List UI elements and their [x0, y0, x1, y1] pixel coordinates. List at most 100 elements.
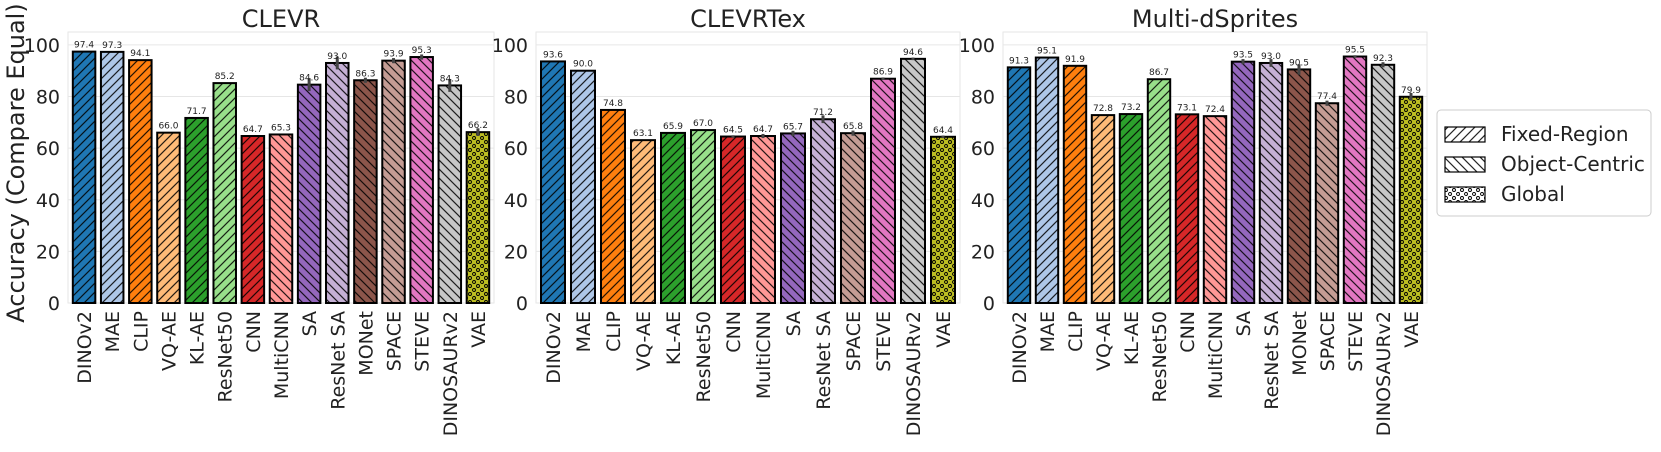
bar-hatch [156, 131, 181, 304]
legend-frame [1436, 109, 1652, 217]
value-label: 93.0 [327, 52, 347, 62]
value-label: 64.4 [933, 126, 953, 136]
bar-hatch [900, 57, 926, 304]
bar-group: 65.8 [840, 122, 866, 304]
value-label: 93.0 [1261, 52, 1281, 62]
value-label: 94.1 [130, 49, 150, 59]
value-label: 97.3 [102, 41, 122, 51]
bar-hatch [1286, 68, 1312, 304]
value-label: 64.7 [753, 125, 773, 135]
bar-group: 92.3 [1370, 54, 1396, 304]
bar-hatch [1034, 56, 1060, 305]
bar-hatch [71, 50, 97, 305]
bar-hatch [600, 108, 626, 304]
bar-group: 97.3 [99, 41, 125, 304]
y-tick-label: 40 [504, 190, 528, 212]
bar-group: 74.8 [600, 99, 626, 304]
bar-hatch [409, 56, 434, 305]
bar-group: 64.7 [240, 125, 266, 304]
bar-hatch [296, 83, 322, 304]
bar-hatch [720, 135, 746, 304]
bar-hatch [128, 59, 153, 304]
category-label: VAE [468, 311, 490, 348]
bar-group: 72.4 [1202, 105, 1228, 304]
value-label: 64.5 [723, 126, 743, 136]
bar-group: 73.1 [1174, 103, 1200, 304]
category-label: KL-AE [663, 311, 685, 365]
y-tick-label: 0 [516, 293, 528, 315]
bar-group: 71.7 [184, 107, 209, 305]
bar-group: 79.9 [1398, 86, 1424, 304]
category-label: SPACE [384, 311, 406, 371]
category-label: CLIP [603, 311, 625, 352]
value-label: 66.2 [468, 121, 488, 131]
panel-1: 0 20 40 60 80 100 CLEVRTex 93.6 DINOv2 90.0 MAE 74.… [492, 5, 961, 436]
value-label: 65.3 [271, 123, 291, 133]
y-tick-label: 100 [492, 35, 528, 57]
panel-title: CLEVRTex [690, 5, 806, 33]
bar-hatch [1230, 60, 1256, 304]
value-label: 79.9 [1401, 86, 1421, 96]
category-label: VQ-AE [1093, 311, 1115, 371]
category-label: MONet [1289, 311, 1311, 376]
category-label: DINOSAURv2 [1373, 311, 1395, 436]
bar-group: 86.3 [353, 69, 378, 304]
value-label: 95.3 [412, 46, 432, 56]
legend-swatch [1444, 186, 1486, 203]
bar-group: 73.2 [1118, 103, 1144, 305]
y-tick-label: 80 [971, 87, 995, 109]
value-label: 65.7 [783, 122, 803, 132]
plot-area [535, 31, 961, 304]
bar-group: 95.3 [409, 46, 434, 305]
value-label: 91.9 [1065, 55, 1085, 65]
value-label: 85.2 [215, 72, 235, 82]
bar-hatch [212, 82, 237, 304]
category-label: SA [299, 311, 321, 336]
category-label: VQ-AE [158, 311, 180, 371]
value-label: 95.5 [1345, 46, 1365, 56]
bar-hatch [1370, 63, 1396, 304]
value-label: 84.3 [440, 74, 460, 84]
bar-hatch [325, 61, 350, 304]
bar-group: 63.1 [630, 129, 656, 304]
bar-group: 85.2 [212, 72, 237, 304]
value-label: 86.7 [1149, 68, 1169, 78]
bar-hatch [240, 135, 266, 304]
legend-label: Fixed-Region [1501, 122, 1629, 146]
bar-hatch [437, 84, 463, 304]
bar-hatch [353, 79, 378, 304]
category-label: CNN [1177, 311, 1199, 353]
bar-hatch [1118, 113, 1144, 305]
bar-group: 94.1 [128, 49, 153, 304]
value-label: 90.0 [573, 60, 593, 70]
bar-group: 84.3 [437, 74, 463, 304]
bar-group: 86.9 [870, 68, 896, 304]
value-label: 93.5 [1233, 51, 1253, 61]
category-label: SA [783, 311, 805, 336]
bar-group: 94.6 [900, 48, 926, 304]
y-tick-label: 0 [983, 293, 995, 315]
value-label: 67.0 [693, 119, 713, 129]
bar-group: 93.6 [540, 50, 566, 305]
bar-hatch [381, 59, 406, 304]
legend-swatch [1444, 156, 1486, 173]
bar-group: 90.0 [570, 60, 596, 305]
bar-hatch [1174, 113, 1200, 304]
value-label: 93.9 [384, 50, 404, 60]
bar-group: 66.2 [465, 121, 491, 304]
category-label: STEVE [873, 311, 895, 372]
category-label: ResNet50 [693, 311, 715, 402]
value-label: 86.3 [355, 69, 375, 79]
bar-hatch [660, 131, 686, 304]
bar-group: 67.0 [690, 119, 716, 304]
bar-group: 90.5 [1286, 58, 1312, 304]
category-label: KL-AE [187, 311, 209, 365]
category-label: MultiCNN [271, 311, 293, 399]
y-tick-label: 40 [36, 190, 60, 212]
bar-hatch [690, 129, 716, 304]
legend-label: Global [1501, 182, 1565, 206]
category-label: CNN [243, 311, 265, 353]
bar-group: 64.7 [750, 125, 776, 304]
